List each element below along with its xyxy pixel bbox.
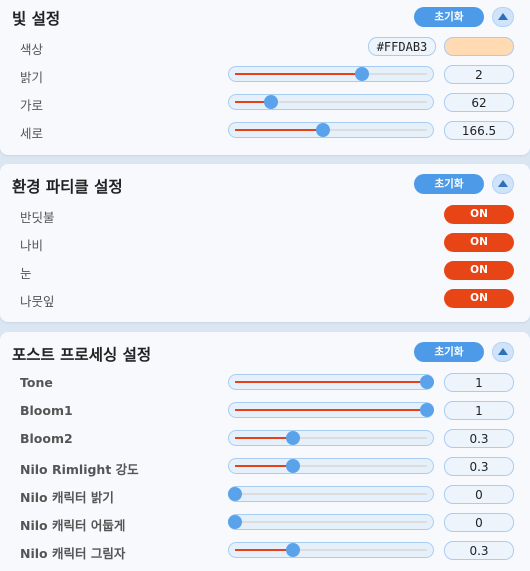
particle-settings-panel: 환경 파티클 설정 초기화 반딧불 ON 나비 ON 눈 ON 나뭇잎 ON: [0, 164, 530, 322]
slider-track: [235, 521, 427, 523]
post-row: Nilo 캐릭터 그림자 0.3: [0, 537, 530, 565]
post-slider[interactable]: [228, 430, 434, 446]
light-value-input[interactable]: 2: [444, 65, 514, 84]
slider-fill: [235, 409, 427, 411]
particle-toggle-button[interactable]: ON: [444, 261, 514, 280]
slider-thumb[interactable]: [354, 67, 369, 81]
post-value-input[interactable]: 1: [444, 401, 514, 420]
light-row-label: 세로: [20, 126, 44, 141]
slider-track: [235, 129, 427, 131]
particle-settings-title: 환경 파티클 설정: [12, 178, 123, 196]
post-slider[interactable]: [228, 374, 434, 390]
post-row-label: Tone: [20, 375, 53, 390]
slider-track: [235, 493, 427, 495]
slider-fill: [235, 549, 293, 551]
light-value-input[interactable]: 166.5: [444, 121, 514, 140]
light-row-label: 밝기: [20, 70, 44, 85]
particle-toggle-label: 반딧불: [20, 210, 55, 225]
slider-track: [235, 549, 427, 551]
post-value-input[interactable]: 1: [444, 373, 514, 392]
slider-thumb[interactable]: [228, 487, 242, 501]
slider-thumb[interactable]: [285, 459, 300, 473]
post-row-label: Nilo 캐릭터 밝기: [20, 490, 114, 505]
post-row-label: Bloom2: [20, 431, 73, 446]
post-collapse-chevron-up-icon[interactable]: [492, 342, 514, 362]
particle-toggle-row: 눈 ON: [0, 257, 530, 285]
slider-track: [235, 437, 427, 439]
color-label: 색상: [20, 42, 44, 57]
light-row: 밝기 2: [0, 61, 530, 89]
post-row: Bloom1 1: [0, 397, 530, 425]
light-row: 세로 166.5: [0, 117, 530, 145]
slider-thumb[interactable]: [420, 403, 434, 417]
light-row: 가로 62: [0, 89, 530, 117]
slider-fill: [235, 437, 293, 439]
post-slider[interactable]: [228, 542, 434, 558]
post-row-label: Nilo 캐릭터 그림자: [20, 546, 126, 561]
particle-toggle-row: 반딧불 ON: [0, 201, 530, 229]
slider-fill: [235, 381, 427, 383]
light-row-label: 가로: [20, 98, 44, 113]
light-slider[interactable]: [228, 122, 434, 138]
post-row: Nilo Rimlight 강도 0.3: [0, 453, 530, 481]
slider-fill: [235, 73, 362, 75]
slider-thumb[interactable]: [316, 123, 331, 137]
post-slider[interactable]: [228, 458, 434, 474]
post-slider[interactable]: [228, 514, 434, 530]
post-row: Tone 1: [0, 369, 530, 397]
slider-track: [235, 465, 427, 467]
slider-fill: [235, 465, 293, 467]
light-value-input[interactable]: 62: [444, 93, 514, 112]
slider-fill: [235, 129, 324, 131]
post-slider[interactable]: [228, 402, 434, 418]
particle-toggle-button[interactable]: ON: [444, 233, 514, 252]
post-processing-title: 포스트 프로세싱 설정: [12, 346, 152, 364]
slider-thumb[interactable]: [264, 95, 279, 109]
color-swatch[interactable]: [444, 37, 514, 56]
color-row: 색상 #FFDAB3: [0, 33, 530, 61]
light-settings-title: 빛 설정: [12, 10, 61, 28]
post-row: Nilo 캐릭터 밝기 0: [0, 481, 530, 509]
particle-collapse-chevron-up-icon[interactable]: [492, 174, 514, 194]
light-slider[interactable]: [228, 94, 434, 110]
post-value-input[interactable]: 0: [444, 513, 514, 532]
particle-toggle-row: 나비 ON: [0, 229, 530, 257]
post-slider[interactable]: [228, 486, 434, 502]
particle-toggle-button[interactable]: ON: [444, 205, 514, 224]
slider-track: [235, 101, 427, 103]
light-collapse-chevron-up-icon[interactable]: [492, 7, 514, 27]
post-row-label: Bloom1: [20, 403, 73, 418]
post-value-input[interactable]: 0.3: [444, 541, 514, 560]
post-value-input[interactable]: 0.3: [444, 429, 514, 448]
post-processing-panel: 포스트 프로세싱 설정 초기화 Tone 1 Bloom1 1 Bloom2 0.3 Nil…: [0, 332, 530, 571]
particle-toggle-label: 나비: [20, 238, 44, 253]
color-hex-input[interactable]: #FFDAB3: [368, 37, 436, 56]
particle-toggle-label: 눈: [20, 266, 32, 281]
post-row-label: Nilo 캐릭터 어둡게: [20, 518, 126, 533]
particle-toggle-label: 나뭇잎: [20, 294, 55, 309]
post-row: Bloom2 0.3: [0, 425, 530, 453]
slider-thumb[interactable]: [228, 515, 242, 529]
light-slider[interactable]: [228, 66, 434, 82]
light-reset-button[interactable]: 초기화: [414, 7, 484, 27]
slider-thumb[interactable]: [285, 431, 300, 445]
post-row-label: Nilo Rimlight 강도: [20, 462, 139, 477]
particle-reset-button[interactable]: 초기화: [414, 174, 484, 194]
slider-thumb[interactable]: [285, 543, 300, 557]
slider-thumb[interactable]: [420, 375, 434, 389]
particle-toggle-button[interactable]: ON: [444, 289, 514, 308]
particle-toggle-row: 나뭇잎 ON: [0, 285, 530, 313]
light-settings-panel: 빛 설정 초기화 색상 #FFDAB3 밝기 2 가로 62 세로 166.5: [0, 0, 530, 155]
post-reset-button[interactable]: 초기화: [414, 342, 484, 362]
post-value-input[interactable]: 0.3: [444, 457, 514, 476]
slider-fill: [235, 101, 272, 103]
post-value-input[interactable]: 0: [444, 485, 514, 504]
post-row: Nilo 캐릭터 어둡게 0: [0, 509, 530, 537]
